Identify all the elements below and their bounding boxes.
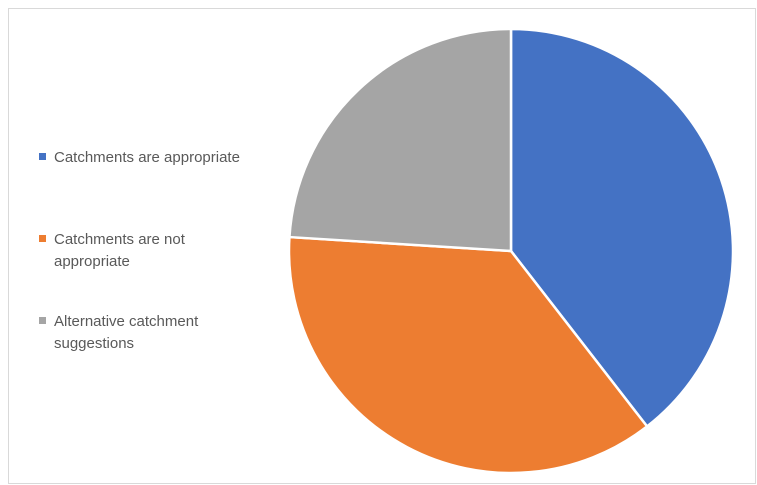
legend-swatch-blue [39,153,46,160]
legend-item-appropriate: Catchments are appropriate [39,147,279,169]
pie-slice-2 [288,27,513,253]
legend-label: Catchments are appropriate [54,149,240,166]
pie-chart [287,27,735,475]
legend-swatch-orange [39,235,46,242]
pie-slice-0 [509,27,735,428]
legend-swatch-gray [39,317,46,324]
pie-slice-1 [287,235,649,475]
legend-label: Catchments are not appropriate [54,231,185,270]
legend-label: Alternative catchment suggestions [54,313,199,352]
pie-slices [287,27,735,475]
legend-item-not-appropriate: Catchments are not appropriate [39,229,279,273]
legend-item-alternative: Alternative catchment suggestions [39,311,279,355]
chart-area: Catchments are appropriate Catchments ar… [8,8,756,484]
legend: Catchments are appropriate Catchments ar… [39,9,279,485]
